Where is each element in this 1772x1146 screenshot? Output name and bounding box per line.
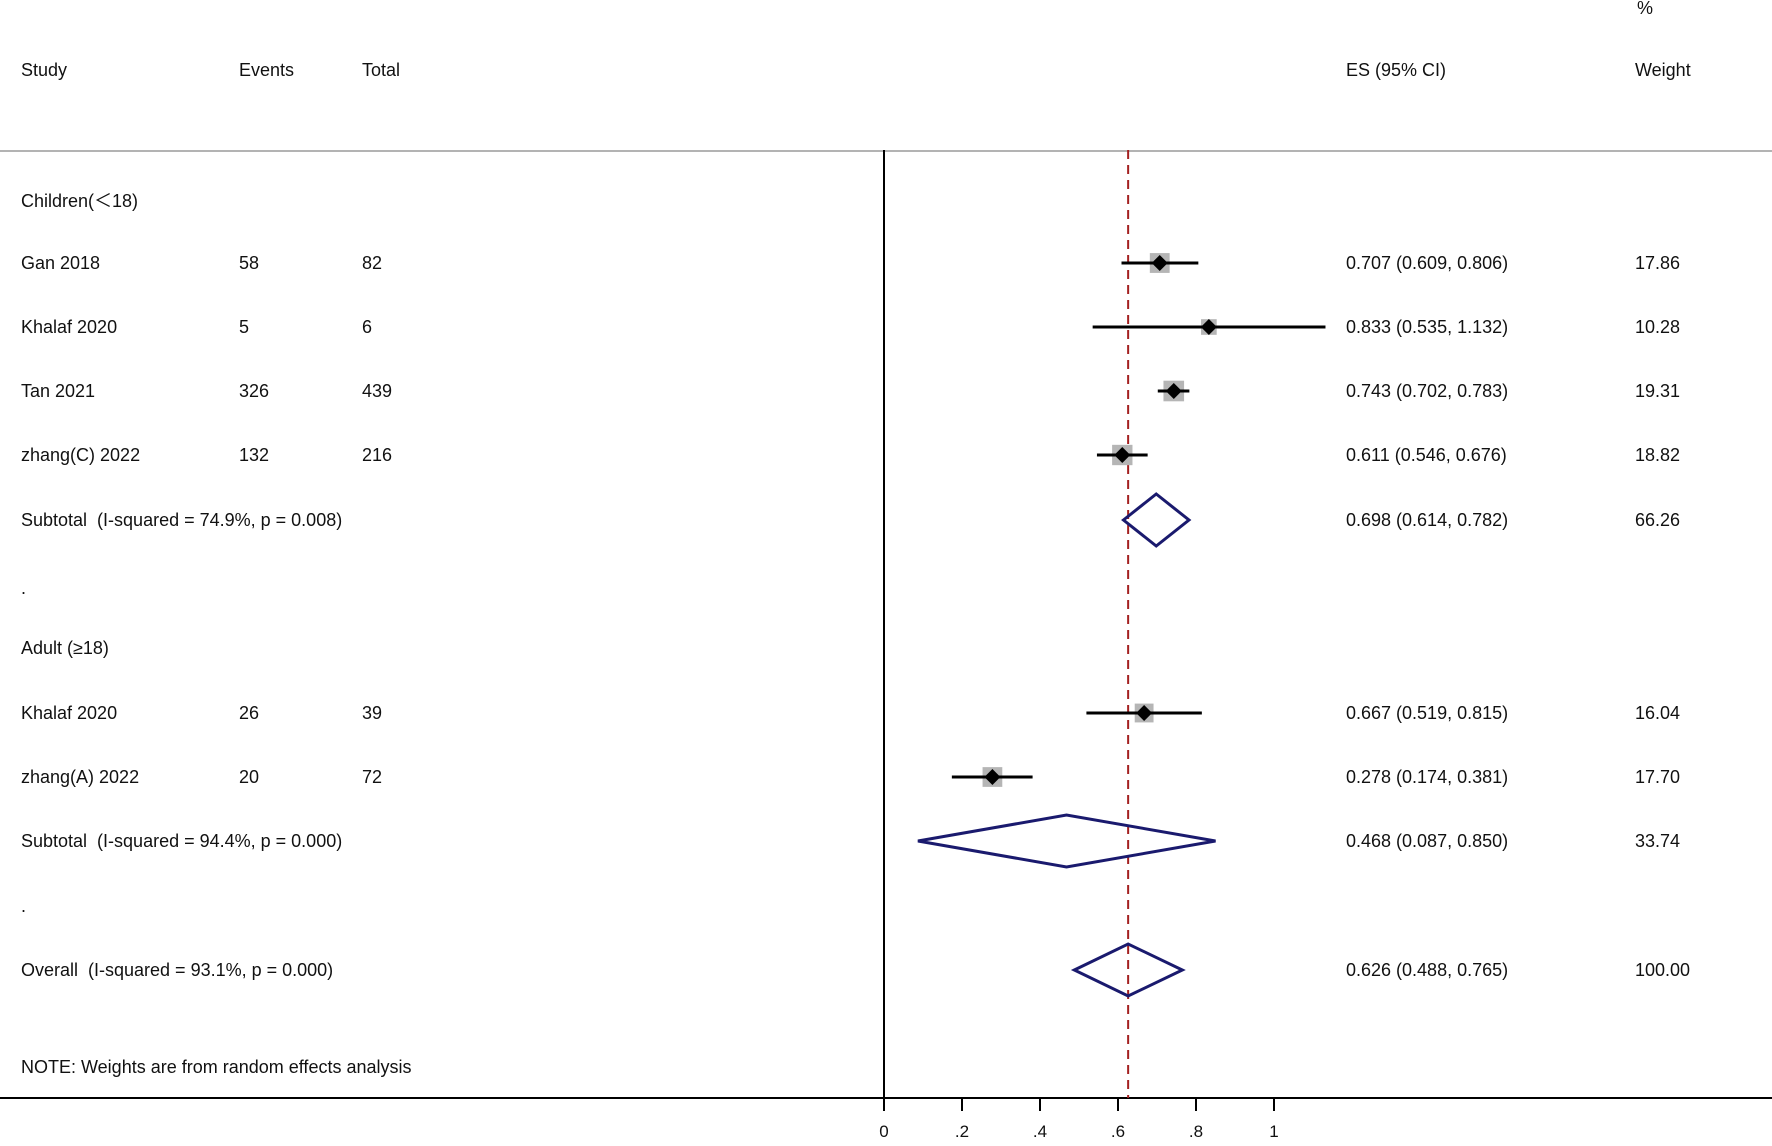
study-label: Khalaf 2020 xyxy=(21,703,118,723)
total-value: 6 xyxy=(362,317,373,337)
point-estimate xyxy=(1165,383,1182,399)
x-tick-label: 0 xyxy=(879,1122,888,1141)
point-estimate xyxy=(1136,705,1153,721)
header-events: Events xyxy=(239,60,295,80)
subgroup-label: Children(＜18) xyxy=(21,191,139,211)
header-weight: Weight xyxy=(1635,60,1691,80)
weight-value: 18.82 xyxy=(1635,445,1681,465)
study-label: zhang(C) 2022 xyxy=(21,445,141,465)
spacer-dot: . xyxy=(21,896,27,916)
point-estimate xyxy=(1200,319,1217,335)
subtotal-diamond xyxy=(917,813,1216,869)
header-pct: % xyxy=(1637,0,1654,18)
spacer-dot: . xyxy=(21,578,27,598)
header-study: Study xyxy=(21,60,68,80)
events-value: 132 xyxy=(239,445,270,465)
note-text: NOTE: Weights are from random effects an… xyxy=(21,1057,412,1077)
es-ci-value: 0.611 (0.546, 0.676) xyxy=(1346,445,1507,465)
es-ci-value: 0.743 (0.702, 0.783) xyxy=(1346,381,1509,401)
events-value: 5 xyxy=(239,317,250,337)
total-value: 72 xyxy=(362,767,383,787)
x-tick-label: .8 xyxy=(1189,1122,1203,1141)
total-value: 216 xyxy=(362,445,393,465)
es-ci-value: 0.707 (0.609, 0.806) xyxy=(1346,253,1509,273)
weight-value: 66.26 xyxy=(1635,510,1681,530)
total-value: 39 xyxy=(362,703,383,723)
weight-value: 17.70 xyxy=(1635,767,1681,787)
total-value: 439 xyxy=(362,381,393,401)
point-estimate xyxy=(1151,255,1168,271)
events-value: 26 xyxy=(239,703,260,723)
study-label: zhang(A) 2022 xyxy=(21,767,140,787)
overall-label: Overall (I-squared = 93.1%, p = 0.000) xyxy=(21,960,334,980)
subtotal-diamond xyxy=(1121,492,1192,548)
weight-value: 16.04 xyxy=(1635,703,1681,723)
es-ci-value: 0.468 (0.087, 0.850) xyxy=(1346,831,1509,851)
study-label: Tan 2021 xyxy=(21,381,96,401)
x-tick-label: .4 xyxy=(1033,1122,1047,1141)
events-value: 326 xyxy=(239,381,270,401)
weight-value: 33.74 xyxy=(1635,831,1681,851)
events-value: 58 xyxy=(239,253,260,273)
study-label: Khalaf 2020 xyxy=(21,317,118,337)
header-es: ES (95% CI) xyxy=(1346,60,1447,80)
x-tick-label: 1 xyxy=(1269,1122,1278,1141)
subtotal-label: Subtotal (I-squared = 74.9%, p = 0.008) xyxy=(21,510,343,530)
x-tick-label: .6 xyxy=(1111,1122,1125,1141)
point-estimate xyxy=(1114,447,1131,463)
study-label: Gan 2018 xyxy=(21,253,101,273)
point-estimate xyxy=(984,769,1001,785)
es-ci-value: 0.698 (0.614, 0.782) xyxy=(1346,510,1509,530)
x-tick-label: .2 xyxy=(955,1122,969,1141)
es-ci-value: 0.667 (0.519, 0.815) xyxy=(1346,703,1509,723)
total-value: 82 xyxy=(362,253,383,273)
subgroup-label: Adult (≥18) xyxy=(21,638,109,658)
header-total: Total xyxy=(362,60,401,80)
es-ci-value: 0.833 (0.535, 1.132) xyxy=(1346,317,1509,337)
subtotal-label: Subtotal (I-squared = 94.4%, p = 0.000) xyxy=(21,831,343,851)
weight-value: 19.31 xyxy=(1635,381,1681,401)
weight-value: 17.86 xyxy=(1635,253,1681,273)
weight-value: 100.00 xyxy=(1635,960,1691,980)
overall-diamond xyxy=(1070,942,1186,998)
es-ci-value: 0.278 (0.174, 0.381) xyxy=(1346,767,1509,787)
es-ci-value: 0.626 (0.488, 0.765) xyxy=(1346,960,1509,980)
weight-value: 10.28 xyxy=(1635,317,1681,337)
events-value: 20 xyxy=(239,767,260,787)
